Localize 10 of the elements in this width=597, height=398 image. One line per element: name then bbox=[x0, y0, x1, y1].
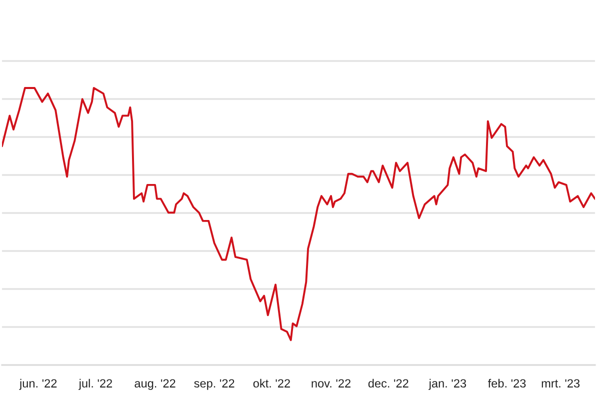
x-tick-label: aug. '22 bbox=[134, 379, 176, 390]
x-tick-label: mrt. '23 bbox=[542, 379, 580, 388]
x-tick-label: okt. '22 bbox=[253, 378, 290, 388]
x-tick-label: dec. '22 bbox=[368, 378, 408, 388]
x-tick-label: sep. '22 bbox=[194, 379, 234, 390]
x-tick-label: jul. '22 bbox=[78, 378, 112, 390]
x-tick-label: nov. '22 bbox=[312, 379, 350, 388]
x-tick-label: jun. '22 bbox=[19, 378, 57, 390]
x-tick-label: feb. '23 bbox=[488, 378, 526, 388]
x-tick-label: jan. '23 bbox=[428, 378, 466, 390]
